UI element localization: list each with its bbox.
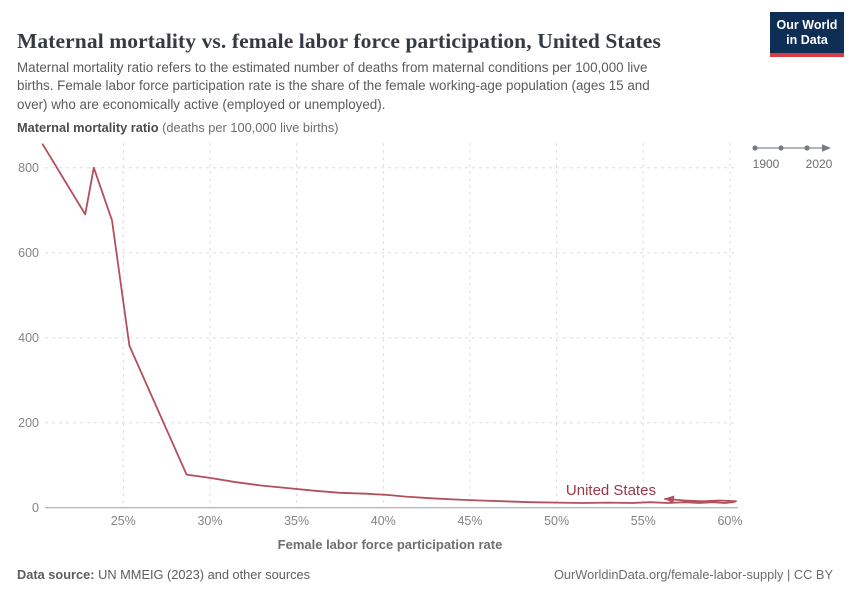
timeline-arrow-icon: [822, 144, 831, 152]
timeline-dot-end[interactable]: [804, 145, 810, 151]
subtitle-line: over) who are economically active (emplo…: [17, 96, 386, 112]
y-tick-label: 400: [18, 331, 39, 345]
owid-logo-line2: in Data: [786, 33, 828, 47]
series-end-arrow-icon: [663, 495, 675, 504]
data-source-text: UN MMEIG (2023) and other sources: [94, 567, 311, 582]
y-tick-label: 0: [32, 501, 39, 515]
page-title: Maternal mortality vs. female labor forc…: [17, 29, 661, 54]
x-tick-label: 45%: [457, 514, 482, 528]
data-source-label: Data source:: [17, 567, 95, 582]
x-tick-label: 40%: [371, 514, 396, 528]
x-tick-label: 60%: [717, 514, 742, 528]
timeline-end-year: 2020: [806, 157, 833, 171]
x-tick-label: 25%: [111, 514, 136, 528]
timeline-dot-start[interactable]: [752, 145, 758, 151]
y-tick-label: 200: [18, 416, 39, 430]
y-axis-title-main: Maternal mortality ratio: [17, 120, 159, 135]
subtitle-line: Maternal mortality ratio refers to the e…: [17, 60, 648, 75]
data-source-note: Data source: UN MMEIG (2023) and other s…: [17, 567, 310, 582]
x-tick-label: 30%: [197, 514, 222, 528]
owid-url-link[interactable]: OurWorldinData.org/female-labor-supply |…: [553, 567, 833, 582]
subtitle-line: births. Female labor force participation…: [17, 78, 650, 94]
y-tick-label: 800: [18, 161, 39, 175]
chart-subtitle: Maternal mortality ratio refers to the e…: [17, 59, 747, 114]
owid-logo[interactable]: Our World in Data: [770, 12, 844, 57]
x-tick-label: 35%: [284, 514, 309, 528]
timeline-start-year: 1900: [753, 157, 780, 171]
timeline-dot-mid[interactable]: [778, 145, 784, 151]
owid-logo-line1: Our World: [776, 18, 838, 32]
x-axis-title: Female labor force participation rate: [277, 537, 503, 552]
y-tick-label: 600: [18, 246, 39, 260]
data-series-line[interactable]: [41, 143, 737, 504]
y-axis-title-unit: (deaths per 100,000 live births): [158, 120, 339, 135]
x-tick-label: 55%: [631, 514, 656, 528]
x-tick-label: 50%: [544, 514, 569, 528]
y-axis-title: Maternal mortality ratio (deaths per 100…: [17, 120, 338, 135]
series-entity-label[interactable]: United States: [566, 482, 656, 499]
timeline-widget[interactable]: 1900 2020: [744, 136, 844, 178]
